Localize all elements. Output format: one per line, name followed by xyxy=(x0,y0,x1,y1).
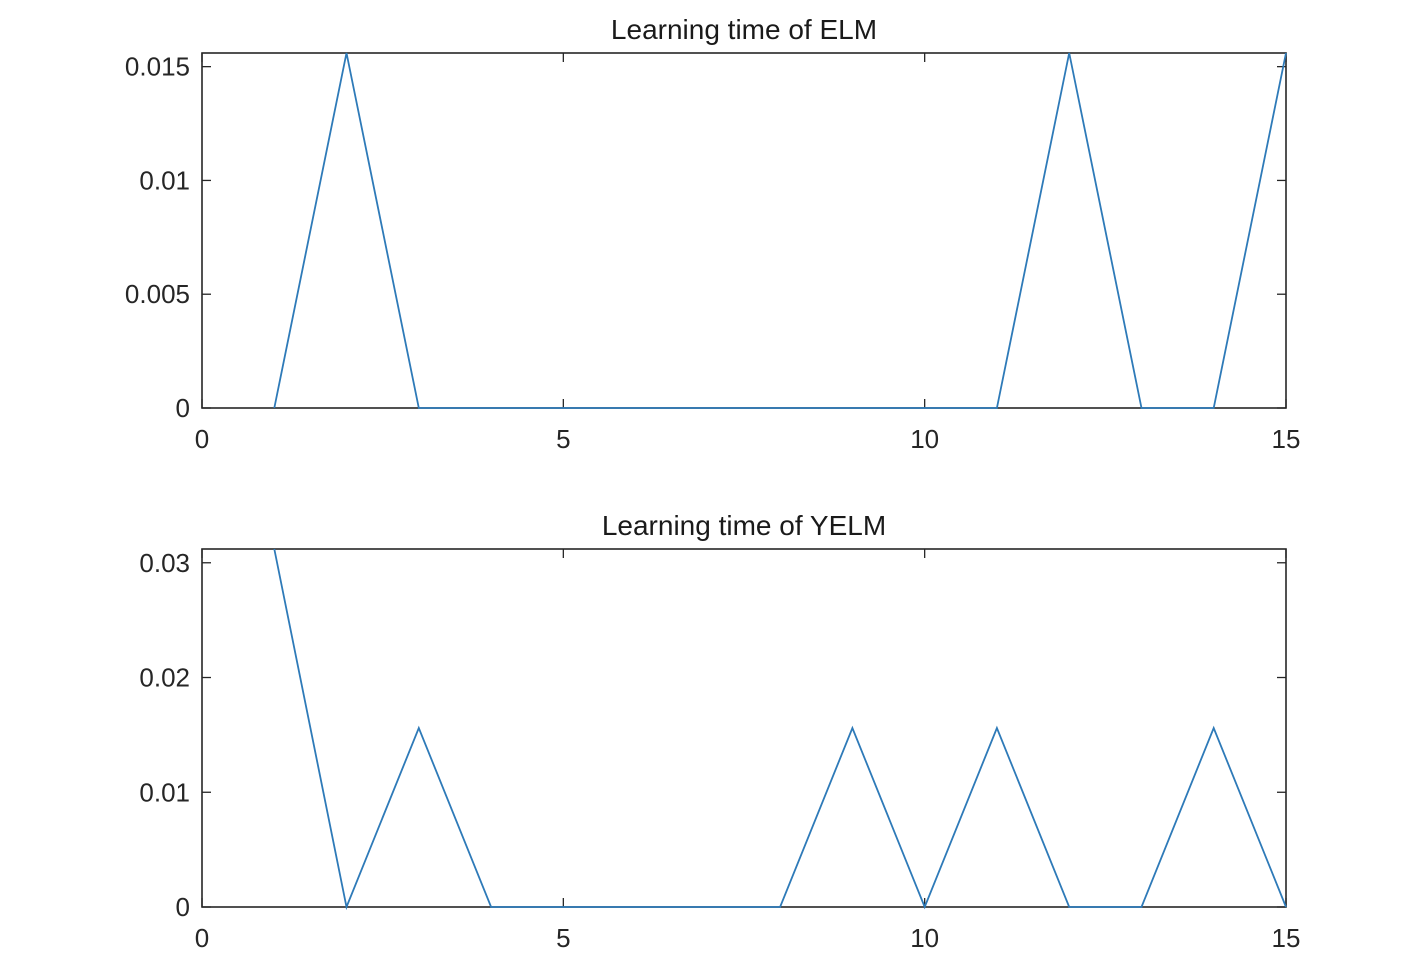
axes-tick-labels: 0 5 10 15 0 0.005 0.01 0.015 xyxy=(125,52,1301,454)
series-line xyxy=(273,548,1287,911)
series-line xyxy=(273,52,1287,409)
axes-frame xyxy=(201,52,1287,409)
y-tick-label: 0 xyxy=(176,393,190,423)
x-tick-label: 10 xyxy=(910,424,939,454)
x-tick-label: 15 xyxy=(1272,923,1301,953)
y-tick-label: 0.015 xyxy=(125,52,190,82)
y-tick-label: 0.005 xyxy=(125,279,190,309)
axes-elm: Learning time of ELM 0 5 10 15 0 0.005 0.01 0.0… xyxy=(125,14,1301,454)
y-tick-label: 0.03 xyxy=(139,548,190,578)
axes-series xyxy=(273,52,1287,409)
axes-tick-labels: 0 5 10 15 0 0.01 0.02 0.03 xyxy=(139,548,1300,953)
y-tick-label: 0 xyxy=(176,892,190,922)
axes-yelm: Learning time of YELM 0 5 10 15 0 0.01 0.02 0.0… xyxy=(139,510,1300,953)
x-tick-label: 15 xyxy=(1272,424,1301,454)
x-tick-label: 0 xyxy=(195,424,209,454)
x-tick-label: 0 xyxy=(195,923,209,953)
y-tick-label: 0.01 xyxy=(139,165,190,195)
x-tick-label: 5 xyxy=(556,424,570,454)
y-tick-label: 0.01 xyxy=(139,777,190,807)
x-tick-label: 5 xyxy=(556,923,570,953)
axes-ticks xyxy=(201,549,1287,908)
axes-frame xyxy=(201,548,1287,908)
axes-title: Learning time of ELM xyxy=(611,14,877,45)
axes-series xyxy=(273,548,1287,911)
axes-title: Learning time of YELM xyxy=(602,510,886,541)
x-tick-label: 10 xyxy=(910,923,939,953)
y-tick-label: 0.02 xyxy=(139,663,190,693)
